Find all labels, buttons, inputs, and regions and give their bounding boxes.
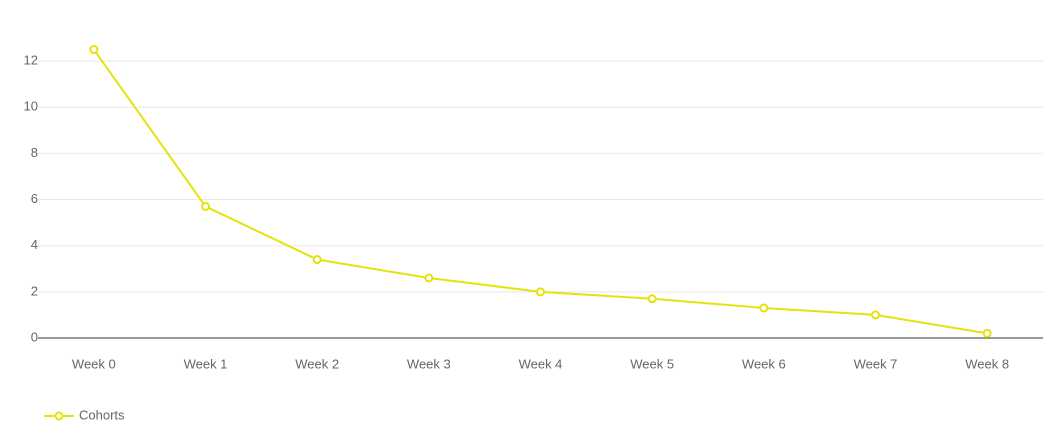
point — [312, 255, 322, 265]
point — [759, 303, 769, 313]
legend-label: Cohorts — [79, 407, 125, 422]
x-tick-label: Week 0 — [72, 356, 116, 371]
x-tick-label: Week 2 — [295, 356, 339, 371]
point — [647, 294, 657, 304]
y-tick-label: 8 — [31, 145, 38, 160]
legend-marker — [54, 411, 64, 421]
x-tick-label: Week 8 — [965, 356, 1009, 371]
x-tick-label: Week 1 — [184, 356, 228, 371]
y-tick-label: 2 — [31, 283, 38, 298]
point — [536, 287, 545, 297]
x-tick-label: Week 5 — [630, 356, 674, 371]
y-tick-label: 4 — [31, 237, 38, 252]
point — [871, 310, 880, 320]
x-tick-label: Week 7 — [854, 356, 898, 371]
x-tick-label: Week 6 — [742, 356, 786, 371]
y-tick-label: 0 — [31, 329, 38, 344]
x-tick-label: Week 4 — [519, 356, 563, 371]
point — [201, 201, 210, 211]
y-tick-label: 12 — [24, 53, 38, 68]
x-tick-label: Week 3 — [407, 356, 451, 371]
point — [424, 273, 434, 283]
point — [982, 328, 992, 338]
y-tick-label: 10 — [24, 99, 38, 114]
point — [89, 45, 99, 55]
y-tick-label: 6 — [31, 191, 38, 206]
